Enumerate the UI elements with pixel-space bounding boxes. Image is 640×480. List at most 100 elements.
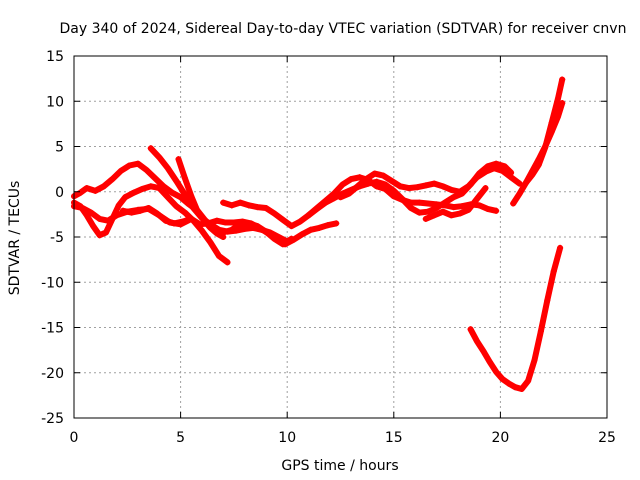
data-point	[535, 161, 542, 168]
data-point	[450, 204, 457, 211]
data-point	[431, 180, 438, 187]
data-point	[275, 234, 282, 240]
chart-title: Day 340 of 2024, Sidereal Day-to-day VTE…	[60, 21, 627, 37]
data-point	[424, 208, 431, 215]
data-point	[83, 185, 90, 192]
data-point	[241, 225, 248, 232]
data-point	[220, 234, 227, 240]
data-point	[113, 212, 120, 219]
data-point	[493, 207, 500, 214]
data-point	[188, 215, 195, 222]
data-point	[237, 199, 244, 206]
data-point	[522, 179, 529, 186]
data-point	[201, 217, 208, 224]
data-point	[314, 205, 321, 212]
data-point	[262, 205, 269, 212]
data-point	[224, 259, 231, 266]
data-point	[228, 202, 235, 209]
data-point	[126, 162, 133, 169]
data-point	[307, 226, 314, 233]
data-point	[181, 209, 188, 216]
y-tick-label: -25	[41, 411, 64, 427]
data-point	[134, 160, 141, 167]
data-point	[181, 175, 188, 182]
data-point	[448, 212, 455, 219]
y-tick-label: -10	[41, 275, 64, 291]
data-point	[173, 177, 180, 184]
data-point	[480, 348, 487, 355]
data-point	[529, 171, 536, 178]
data-point	[371, 170, 378, 177]
data-point	[156, 185, 163, 192]
y-tick-label: 10	[46, 94, 64, 110]
data-point	[254, 204, 261, 211]
data-point	[102, 229, 109, 236]
data-point	[441, 199, 448, 206]
data-point	[373, 178, 380, 185]
data-point	[456, 188, 463, 195]
data-point	[224, 228, 231, 235]
data-point	[147, 145, 154, 152]
data-point	[397, 183, 404, 190]
data-point	[215, 253, 222, 260]
data-point	[422, 215, 429, 222]
data-point	[380, 172, 387, 179]
data-point	[348, 176, 355, 183]
data-point	[356, 174, 363, 181]
data-point	[339, 181, 346, 188]
data-point	[271, 210, 278, 217]
data-point	[96, 215, 103, 222]
data-point	[250, 224, 257, 231]
data-point	[322, 199, 329, 206]
data-point	[465, 183, 472, 190]
data-point	[245, 202, 252, 209]
data-point	[207, 224, 214, 231]
data-point	[508, 174, 515, 181]
series-arc-9	[337, 165, 523, 201]
y-tick-label: 15	[46, 49, 64, 65]
data-point	[416, 209, 423, 216]
data-point	[171, 220, 178, 227]
data-point	[399, 195, 406, 202]
data-point	[267, 229, 274, 236]
x-tick-label: 25	[598, 430, 616, 446]
data-point	[305, 212, 312, 219]
data-point	[220, 199, 227, 206]
data-point	[233, 227, 240, 234]
data-point	[179, 218, 186, 225]
data-point	[486, 358, 493, 365]
data-point	[433, 205, 440, 212]
plot-data	[71, 76, 566, 393]
x-tick-label: 20	[491, 430, 509, 446]
data-point	[213, 217, 220, 224]
data-point	[407, 205, 414, 212]
data-point	[363, 176, 370, 183]
y-tick-label: -5	[50, 230, 64, 246]
data-point	[207, 239, 214, 246]
data-point	[164, 194, 171, 201]
data-point	[196, 221, 203, 228]
data-point	[92, 187, 99, 194]
data-point	[156, 154, 163, 161]
data-point	[390, 187, 397, 194]
data-point	[316, 224, 323, 231]
data-point	[388, 177, 395, 184]
y-tick-label: 5	[55, 140, 64, 156]
data-point	[96, 232, 103, 239]
data-point	[467, 326, 474, 333]
data-point	[439, 183, 446, 190]
data-point	[162, 217, 169, 224]
x-tick-label: 5	[176, 430, 185, 446]
x-tick-label: 15	[385, 430, 403, 446]
data-point	[181, 191, 188, 198]
data-point	[512, 384, 519, 391]
data-point	[405, 185, 412, 192]
data-point	[531, 357, 538, 364]
data-point	[164, 165, 171, 172]
data-point	[431, 212, 438, 219]
data-point	[90, 223, 97, 230]
data-point	[213, 230, 220, 237]
data-point	[459, 203, 466, 210]
axis-ticks: 0 5 10 15 20 25 -25 -20 -15 -10 -5 0 5 10 15	[41, 49, 616, 446]
data-point	[230, 219, 237, 226]
